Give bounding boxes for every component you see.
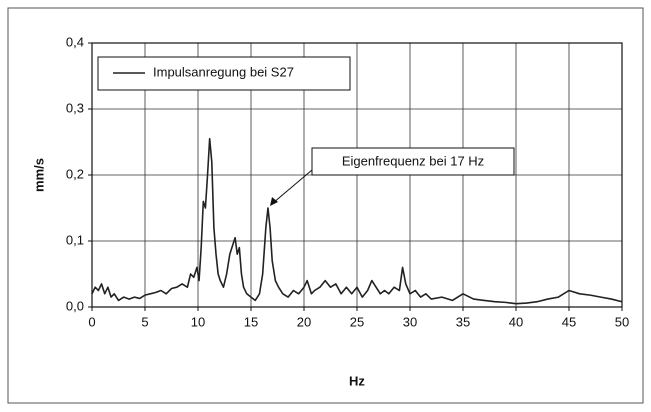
x-tick-label: 45 [562, 314, 576, 329]
y-axis-label: mm/s [31, 158, 46, 192]
x-axis-label: Hz [349, 373, 365, 388]
y-tick-label: 0,4 [66, 34, 84, 49]
plot-border [91, 42, 623, 308]
marks [91, 137, 623, 305]
legend: Impulsanregung bei S27 [97, 56, 351, 91]
x-tick-label: 50 [615, 314, 629, 329]
annotation-box [311, 147, 515, 176]
x-tick-label: 10 [191, 314, 205, 329]
x-tick-label: 0 [88, 314, 95, 329]
y-tick-label: 0,1 [66, 232, 84, 247]
x-tick-label: 5 [141, 314, 148, 329]
y-tick-label: 0,2 [66, 166, 84, 181]
annotation: Eigenfrequenz bei 17 Hz [270, 147, 515, 206]
x-tick-label: 15 [244, 314, 258, 329]
annotation-arrow [272, 169, 313, 204]
y-tick-label: 0,0 [66, 298, 84, 313]
annotation-text: Eigenfrequenz bei 17 Hz [342, 153, 484, 168]
legend-label: Impulsanregung bei S27 [153, 64, 294, 79]
x-tick-label: 35 [456, 314, 470, 329]
x-tick-label: 30 [403, 314, 417, 329]
arrow-head [270, 197, 278, 206]
x-tick-label: 20 [297, 314, 311, 329]
y-tick-label: 0,3 [66, 100, 84, 115]
series-line [91, 137, 623, 305]
x-tick-label: 40 [509, 314, 523, 329]
x-tick-label: 25 [350, 314, 364, 329]
